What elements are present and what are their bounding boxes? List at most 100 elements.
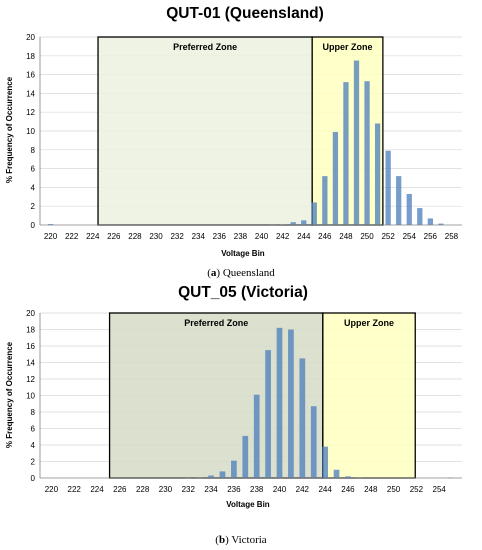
x-tick-label: 246 — [318, 232, 332, 241]
bar — [374, 123, 381, 225]
y-axis-label: % Frequency of Occurrence — [5, 76, 14, 183]
bar — [311, 202, 317, 225]
bar — [322, 446, 328, 478]
x-tick-label: 226 — [113, 485, 127, 494]
chart-title: QUT-01 (Queensland) — [166, 5, 324, 22]
chart-queensland: QUT-01 (Queensland) Preferred Zone Upper … — [5, 5, 462, 279]
y-tick-label: 6 — [31, 165, 36, 174]
bar — [288, 329, 294, 478]
bar — [242, 435, 249, 478]
chart-title: QUT_05 (Victoria) — [178, 284, 308, 301]
x-tick-label: 252 — [410, 485, 424, 494]
x-tick-label: 230 — [159, 485, 173, 494]
x-tick-label: 220 — [44, 232, 58, 241]
x-axis-label: Voltage Bin — [226, 500, 270, 509]
caption-paren-close: ) — [216, 267, 222, 279]
bar — [385, 150, 391, 225]
bar — [231, 460, 237, 478]
y-tick-label: 16 — [26, 71, 35, 80]
x-tick-labels: 220 222 224 226 228 230 232 234 236 238 240 242 244 2… — [44, 232, 459, 241]
y-tick-label: 8 — [31, 146, 36, 155]
y-tick-label: 20 — [26, 33, 35, 42]
x-tick-label: 240 — [255, 232, 269, 241]
zones — [97, 36, 384, 226]
x-tick-label: 254 — [433, 485, 447, 494]
y-tick-label: 16 — [26, 342, 35, 351]
y-tick-labels: 0 2 4 6 8 10 12 14 16 18 20 — [26, 33, 35, 230]
y-tick-label: 14 — [26, 89, 35, 98]
x-tick-label: 252 — [381, 232, 395, 241]
bar — [353, 60, 360, 225]
caption-letter: b — [219, 534, 225, 546]
y-tick-label: 10 — [26, 127, 35, 136]
bar — [332, 131, 339, 225]
bar — [208, 475, 214, 478]
chart-victoria: QUT_05 (Victoria) Preferred Zone Upper Zo… — [5, 284, 462, 546]
x-tick-label: 248 — [339, 232, 353, 241]
bar — [322, 176, 328, 225]
y-tick-label: 12 — [26, 108, 35, 117]
x-tick-label: 238 — [250, 485, 264, 494]
zone-rect — [97, 36, 313, 226]
zone-labels: Preferred Zone Upper Zone — [184, 318, 394, 328]
y-tick-label: 18 — [26, 326, 35, 335]
x-tick-label: 236 — [213, 232, 227, 241]
x-tick-label: 224 — [90, 485, 104, 494]
y-tick-label: 14 — [26, 359, 35, 368]
x-tick-label: 224 — [86, 232, 100, 241]
x-tick-label: 258 — [445, 232, 459, 241]
y-tick-label: 6 — [31, 425, 36, 434]
bar — [310, 406, 317, 478]
x-tick-label: 238 — [234, 232, 248, 241]
y-tick-label: 0 — [31, 474, 36, 483]
x-tick-label: 230 — [149, 232, 163, 241]
axes — [39, 313, 462, 479]
x-tick-label: 254 — [403, 232, 417, 241]
bar — [364, 81, 370, 226]
y-tick-label: 0 — [31, 221, 36, 230]
x-tick-label: 240 — [273, 485, 287, 494]
x-tick-label: 242 — [296, 485, 310, 494]
caption-letter: a — [211, 267, 217, 279]
x-tick-label: 248 — [364, 485, 378, 494]
y-tick-label: 8 — [31, 408, 36, 417]
x-tick-label: 236 — [227, 485, 241, 494]
bar — [265, 350, 271, 478]
x-tick-label: 250 — [360, 232, 374, 241]
zones — [108, 312, 416, 479]
caption: (b) Victoria — [215, 534, 267, 546]
bars — [47, 60, 444, 226]
y-tick-label: 12 — [26, 375, 35, 384]
bar — [333, 469, 340, 478]
bar — [406, 193, 412, 225]
y-axis-label: % Frequency of Occurrence — [5, 341, 14, 448]
bar — [219, 471, 226, 478]
zone-label: Preferred Zone — [173, 42, 237, 52]
x-tick-label: 220 — [45, 485, 59, 494]
bar — [253, 394, 260, 478]
caption-text: Victoria — [231, 534, 266, 546]
caption-paren-close: ) — [225, 534, 231, 546]
zone-label: Upper Zone — [344, 318, 394, 328]
bar — [427, 218, 433, 225]
y-tick-label: 20 — [26, 309, 35, 318]
axes — [39, 37, 462, 226]
y-tick-label: 10 — [26, 392, 35, 401]
bar — [299, 358, 306, 478]
x-tick-label: 256 — [424, 232, 438, 241]
zone-label: Upper Zone — [323, 42, 373, 52]
caption: (a) Queensland — [207, 267, 275, 279]
zone-rect — [322, 312, 416, 479]
y-tick-label: 2 — [31, 202, 36, 211]
bar — [345, 476, 351, 478]
zone-label: Preferred Zone — [184, 318, 248, 328]
bar — [417, 208, 423, 225]
bar — [276, 327, 283, 478]
x-tick-label: 222 — [68, 485, 82, 494]
y-tick-label: 2 — [31, 458, 36, 467]
bar — [290, 222, 296, 225]
x-axis-label: Voltage Bin — [221, 249, 265, 258]
caption-paren-open: ( — [215, 534, 219, 546]
x-tick-label: 250 — [387, 485, 401, 494]
